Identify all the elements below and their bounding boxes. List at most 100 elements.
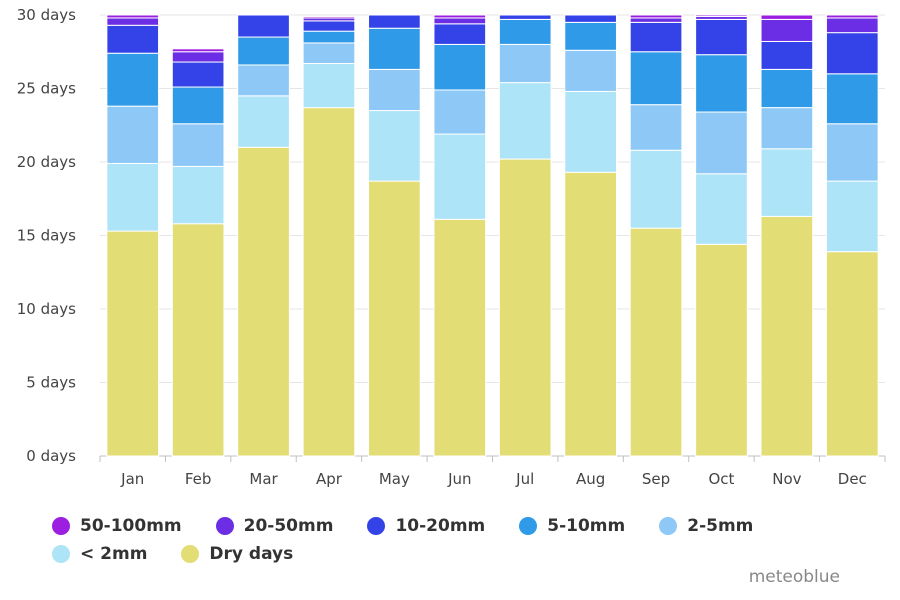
bar-segment[interactable] bbox=[498, 14, 552, 20]
bar-segment[interactable] bbox=[760, 148, 814, 217]
bar-segment[interactable] bbox=[368, 14, 421, 29]
bar-segment[interactable] bbox=[760, 68, 814, 109]
bar-segment[interactable] bbox=[171, 165, 225, 225]
bar-segment[interactable] bbox=[498, 43, 552, 84]
bar-segment[interactable] bbox=[237, 36, 290, 66]
bar-segment[interactable] bbox=[302, 30, 356, 44]
legend-label: < 2mm bbox=[80, 544, 148, 564]
legend-swatch-icon bbox=[659, 517, 678, 535]
legend-item-2-5mm[interactable]: 2-5mm bbox=[659, 515, 753, 537]
bar-segment[interactable] bbox=[302, 15, 356, 19]
bar-segment[interactable] bbox=[695, 54, 748, 113]
legend-item-10-20mm[interactable]: 10-20mm bbox=[367, 515, 485, 537]
bar-segment[interactable] bbox=[825, 123, 879, 182]
bar-segment[interactable] bbox=[171, 223, 225, 457]
bar-segment[interactable] bbox=[171, 123, 225, 167]
legend-label: 2-5mm bbox=[687, 516, 754, 536]
legend-item-lt-2mm[interactable]: < 2mm bbox=[52, 543, 147, 565]
gridlines bbox=[100, 14, 885, 457]
bar-segment[interactable] bbox=[433, 133, 487, 220]
bar-segment[interactable] bbox=[564, 21, 617, 51]
bar-segment[interactable] bbox=[433, 89, 487, 135]
bar-segment[interactable] bbox=[171, 48, 225, 53]
bar-segment[interactable] bbox=[760, 215, 814, 457]
bar-segment[interactable] bbox=[171, 86, 225, 125]
bar-segment[interactable] bbox=[433, 23, 487, 45]
legend-item-50-100mm[interactable]: 50-100mm bbox=[52, 515, 182, 537]
bar-segment[interactable] bbox=[564, 171, 617, 457]
bar-segment[interactable] bbox=[368, 68, 421, 112]
bar-segment[interactable] bbox=[498, 82, 552, 160]
bar-segment[interactable] bbox=[302, 42, 356, 65]
bar-segment[interactable] bbox=[171, 51, 225, 63]
bar-segment[interactable] bbox=[695, 173, 748, 245]
bar-segment[interactable] bbox=[629, 14, 683, 19]
legend-swatch-icon bbox=[519, 517, 538, 535]
bar-segment[interactable] bbox=[171, 61, 225, 88]
bar-segment[interactable] bbox=[302, 107, 356, 457]
bar-segment[interactable] bbox=[564, 49, 617, 92]
bar-segment[interactable] bbox=[106, 162, 160, 232]
bar-segment[interactable] bbox=[433, 43, 487, 91]
legend-label: 20-50mm bbox=[243, 516, 334, 536]
bar-segment[interactable] bbox=[106, 52, 160, 107]
bar-segment[interactable] bbox=[237, 95, 290, 148]
credit-text: meteoblue bbox=[748, 567, 840, 587]
bar-segment[interactable] bbox=[825, 32, 879, 75]
bar-segment[interactable] bbox=[237, 64, 290, 97]
bar-segment[interactable] bbox=[629, 51, 683, 106]
bars bbox=[106, 14, 879, 457]
bar-segment[interactable] bbox=[302, 63, 356, 109]
bar-segment[interactable] bbox=[433, 218, 487, 457]
bar-segment[interactable] bbox=[433, 14, 487, 19]
legend-swatch-icon bbox=[181, 545, 200, 563]
bar-segment[interactable] bbox=[237, 14, 290, 38]
x-tick-label: Jul bbox=[515, 470, 534, 488]
legend-item-20-50mm[interactable]: 20-50mm bbox=[215, 515, 334, 537]
bar-segment[interactable] bbox=[498, 158, 552, 457]
bar-segment[interactable] bbox=[368, 110, 421, 182]
y-axis: 0 days 5 days 10 days 15 days 20 days 25 days… bbox=[17, 6, 76, 465]
bar-segment[interactable] bbox=[498, 18, 552, 45]
bar-segment[interactable] bbox=[629, 104, 683, 151]
x-tick-label: Apr bbox=[316, 470, 343, 488]
bar-segment[interactable] bbox=[368, 27, 421, 70]
bar-segment[interactable] bbox=[106, 230, 160, 457]
bar-segment[interactable] bbox=[760, 40, 814, 70]
bar-segment[interactable] bbox=[825, 17, 879, 34]
x-axis: Jan Feb Mar Apr May Jun Jul Aug Sep Oct Nov Dec bbox=[99, 456, 886, 488]
bar-segment[interactable] bbox=[760, 18, 814, 42]
bar-segment[interactable] bbox=[825, 180, 879, 253]
bar-segment[interactable] bbox=[106, 14, 160, 19]
bar-segment[interactable] bbox=[629, 227, 683, 457]
bar-segment[interactable] bbox=[760, 14, 814, 20]
bar-segment[interactable] bbox=[825, 251, 879, 457]
bar-segment[interactable] bbox=[760, 107, 814, 150]
bar-segment[interactable] bbox=[629, 149, 683, 229]
bar-segment[interactable] bbox=[695, 243, 748, 457]
y-tick-label: 0 days bbox=[26, 447, 76, 465]
bar-segment[interactable] bbox=[695, 18, 748, 56]
x-tick-label: Mar bbox=[249, 470, 278, 488]
bar-segment[interactable] bbox=[237, 146, 290, 457]
bar-segment[interactable] bbox=[106, 24, 160, 54]
bar-segment[interactable] bbox=[564, 90, 617, 173]
bar-segment[interactable] bbox=[695, 111, 748, 175]
bar-segment[interactable] bbox=[106, 105, 160, 164]
bar-segment[interactable] bbox=[629, 17, 683, 23]
stacked-bar-chart: 0 days 5 days 10 days 15 days 20 days 25 days… bbox=[17, 6, 886, 488]
bar-segment[interactable] bbox=[368, 180, 421, 457]
bar-segment[interactable] bbox=[106, 17, 160, 26]
y-tick-label: 5 days bbox=[26, 374, 76, 392]
legend-item-5-10mm[interactable]: 5-10mm bbox=[519, 515, 625, 537]
bar-segment[interactable] bbox=[433, 17, 487, 25]
bar-segment[interactable] bbox=[629, 21, 683, 53]
bar-segment[interactable] bbox=[564, 14, 617, 23]
legend-label: 5-10mm bbox=[547, 516, 626, 536]
bar-segment[interactable] bbox=[302, 20, 356, 32]
bar-segment[interactable] bbox=[825, 73, 879, 125]
legend-label: 50-100mm bbox=[80, 516, 182, 536]
bar-segment[interactable] bbox=[695, 14, 748, 17]
legend-item-dry-days[interactable]: Dry days bbox=[181, 543, 293, 565]
bar-segment[interactable] bbox=[825, 14, 879, 19]
